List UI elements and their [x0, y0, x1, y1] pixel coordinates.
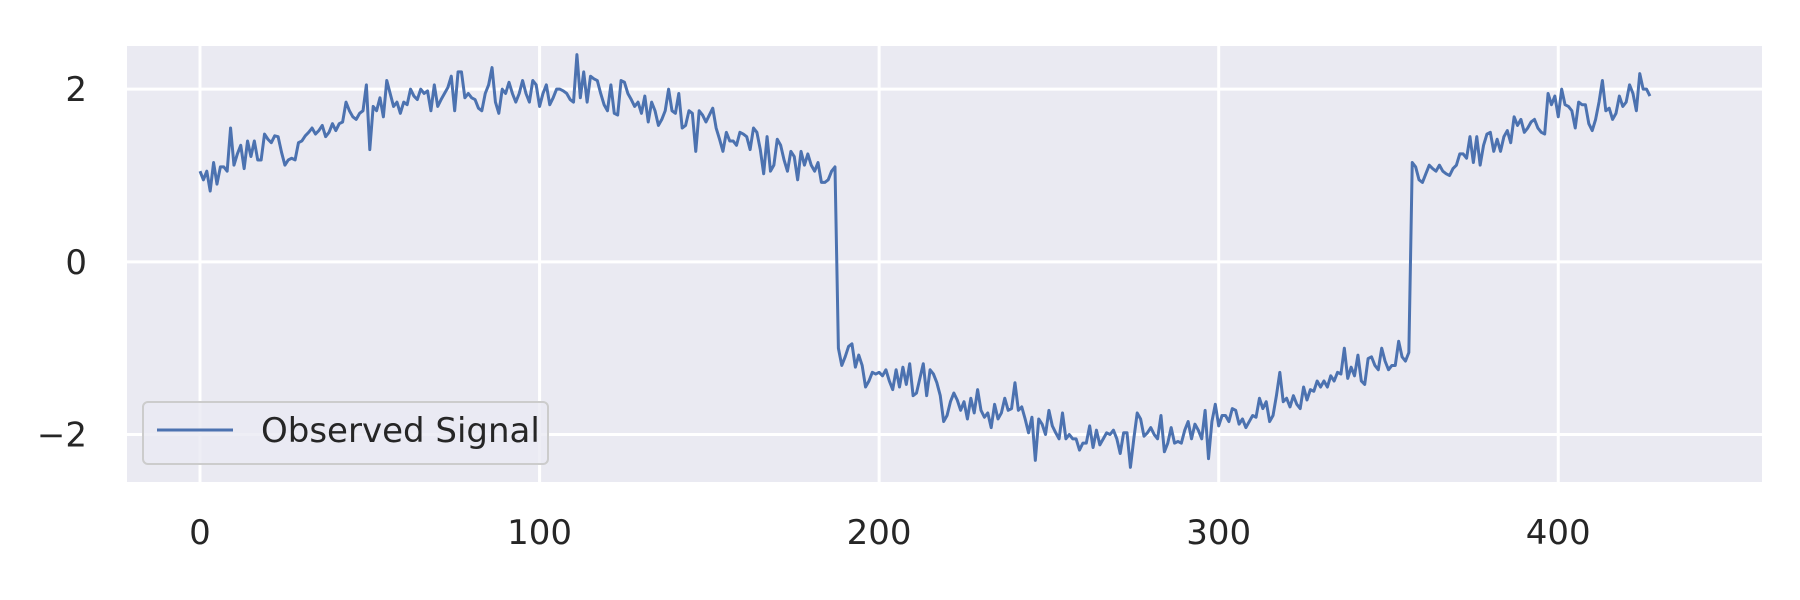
x-tick-label: 100 — [507, 513, 572, 553]
y-tick-label: 0 — [65, 243, 87, 283]
y-tick-label: 2 — [65, 70, 87, 110]
y-tick-label: −2 — [37, 416, 87, 456]
legend: Observed Signal — [142, 401, 549, 465]
x-tick-label: 0 — [189, 513, 211, 553]
x-tick-label: 200 — [847, 513, 912, 553]
y-axis-tick-labels: −2 0 2 — [37, 70, 87, 455]
x-axis-tick-labels: 0 100 200 300 400 — [189, 513, 1591, 553]
x-tick-label: 400 — [1526, 513, 1591, 553]
x-tick-label: 300 — [1186, 513, 1251, 553]
legend-box — [142, 401, 549, 465]
legend-label: Observed Signal — [261, 411, 540, 451]
series-line-observed-signal — [198, 53, 1652, 469]
